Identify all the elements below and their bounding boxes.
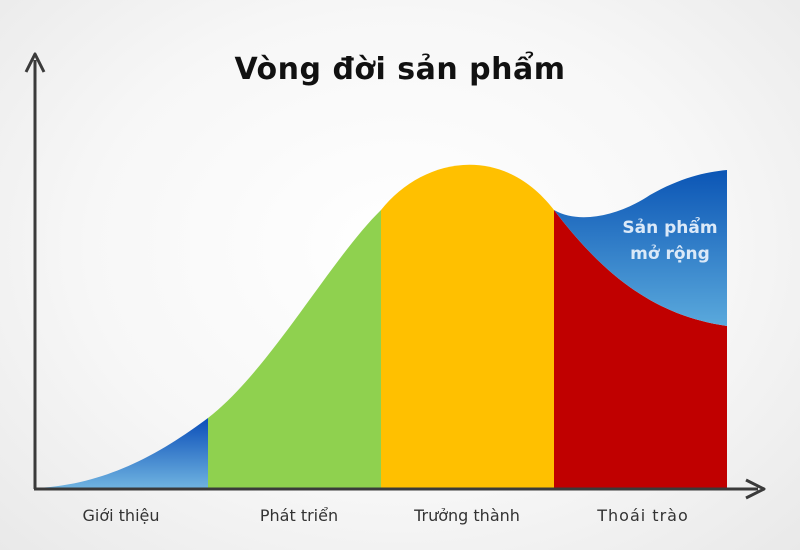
stage-maturity-area — [381, 164, 554, 488]
stage-introduction-area — [38, 418, 208, 488]
product-extension-label-line2: mở rộng — [630, 244, 710, 264]
stage-label-decline: Thoái trào — [597, 506, 689, 525]
product-extension-label: Sản phẩm mở rộng — [610, 215, 730, 267]
diagram-title: Vòng đời sản phẩm — [234, 52, 566, 87]
stage-growth-area — [208, 210, 381, 488]
product-extension-label-line1: Sản phẩm — [622, 218, 718, 238]
stage-label-introduction: Giới thiệu — [82, 506, 160, 525]
x-axis-arrow-icon — [745, 478, 766, 500]
y-axis-arrow-icon — [24, 52, 46, 73]
product-extension-area — [554, 170, 727, 326]
stage-label-growth: Phát triển — [259, 506, 339, 525]
stage-decline-area — [554, 210, 727, 488]
stage-label-maturity: Trưởng thành — [414, 506, 520, 525]
